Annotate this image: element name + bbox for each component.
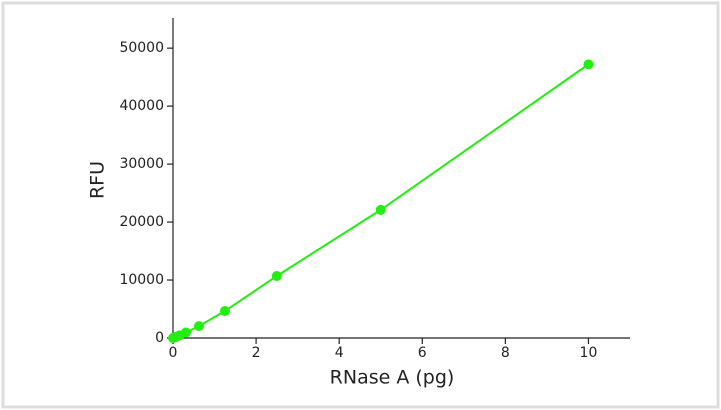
y-tick-label: 10000	[119, 272, 164, 288]
data-point	[193, 321, 204, 332]
y-tick-label: 20000	[119, 214, 164, 230]
x-tick-label: 6	[418, 345, 427, 361]
data-point	[271, 270, 282, 281]
data-point	[375, 204, 386, 215]
data-point	[219, 306, 230, 317]
y-tick-label: 0	[155, 330, 164, 346]
y-tick-label: 40000	[119, 98, 164, 114]
x-tick-label: 8	[501, 345, 510, 361]
y-tick-label: 50000	[119, 40, 164, 56]
x-tick-label: 2	[252, 345, 261, 361]
x-tick-label: 10	[580, 345, 598, 361]
data-point	[583, 59, 594, 70]
x-axis-label: RNase A (pg)	[330, 367, 455, 389]
y-axis-label: RFU	[87, 161, 109, 199]
x-tick-label: 0	[169, 345, 178, 361]
data-point	[180, 327, 191, 338]
y-tick-label: 30000	[119, 156, 164, 172]
data-line	[172, 63, 590, 339]
x-tick-label: 4	[335, 345, 344, 361]
